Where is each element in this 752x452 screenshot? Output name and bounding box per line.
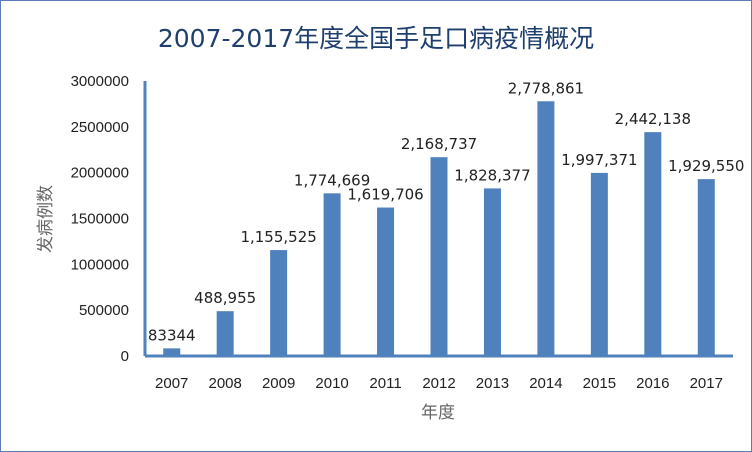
data-label: 488,955 <box>194 289 256 307</box>
data-label: 2,778,861 <box>508 79 584 97</box>
y-tick-label: 2000000 <box>71 165 129 182</box>
x-tick-label: 2014 <box>529 375 562 392</box>
bar <box>697 179 715 356</box>
data-label: 2,168,737 <box>401 135 477 153</box>
data-label: 1,619,706 <box>347 186 423 204</box>
x-tick-labels: 2007 2008 2009 2010 2011 2012 2013 2014 2015 2016… <box>155 375 723 392</box>
x-tick-label: 2010 <box>315 375 348 392</box>
x-tick-label: 2011 <box>369 375 401 392</box>
data-label: 1,155,525 <box>240 228 316 246</box>
bar <box>483 188 501 356</box>
bar <box>537 101 555 356</box>
x-tick-label: 2013 <box>476 375 509 392</box>
y-tick-label: 3000000 <box>71 73 129 90</box>
y-tick-label: 1500000 <box>71 211 129 228</box>
data-label: 2,442,138 <box>615 110 691 128</box>
y-tick-label: 0 <box>121 348 129 365</box>
x-tick-label: 2009 <box>262 375 295 392</box>
y-axis-label: 发病例数 <box>36 185 56 253</box>
x-tick-label: 2016 <box>636 375 669 392</box>
y-tick-labels: 0 500000 1000000 1500000 2000000 2500000 30000… <box>71 73 129 365</box>
y-tick-label: 2500000 <box>71 119 129 136</box>
x-axis-label: 年度 <box>421 403 455 423</box>
chart-title: 2007-2017年度全国手足口病疫情概况 <box>158 24 594 53</box>
bar <box>430 157 448 356</box>
x-tick-label: 2008 <box>208 375 241 392</box>
x-tick-label: 2007 <box>155 375 188 392</box>
x-tick-label: 2015 <box>583 375 616 392</box>
bar <box>163 348 181 356</box>
data-label: 83344 <box>148 326 196 344</box>
bar <box>270 250 288 356</box>
data-label: 1,997,371 <box>561 151 637 169</box>
data-label: 1,774,669 <box>294 171 370 189</box>
bar <box>216 311 234 356</box>
data-label: 1,828,377 <box>454 166 530 184</box>
data-label: 1,929,550 <box>668 157 744 175</box>
bars <box>163 101 715 356</box>
bar <box>644 132 662 356</box>
bar <box>377 207 395 356</box>
y-tick-label: 500000 <box>79 302 129 319</box>
bar <box>323 193 341 356</box>
x-tick-label: 2012 <box>422 375 455 392</box>
bar <box>590 172 608 356</box>
y-tick-label: 1000000 <box>71 256 129 273</box>
x-tick-label: 2017 <box>690 375 723 392</box>
